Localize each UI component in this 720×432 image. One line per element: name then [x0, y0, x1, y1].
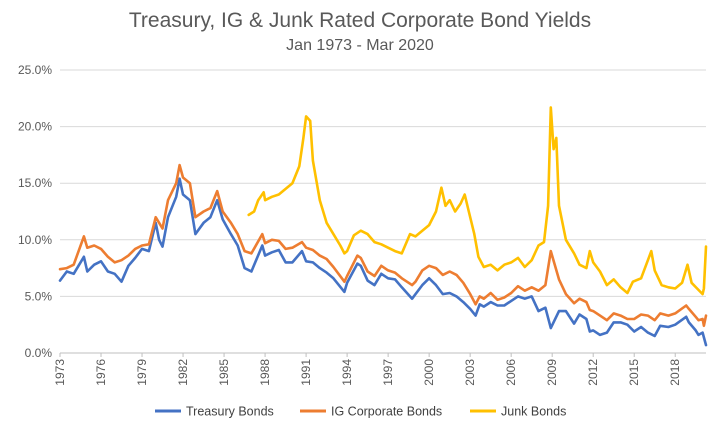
x-tick-label: 1985	[217, 359, 231, 386]
x-tick-label: 1997	[381, 359, 395, 386]
x-tick-label: 1994	[340, 359, 354, 386]
x-tick-label: 2015	[627, 359, 641, 386]
chart-subtitle: Jan 1973 - Mar 2020	[286, 37, 434, 54]
y-tick-label: 0.0%	[25, 346, 53, 360]
y-tick-label: 20.0%	[18, 120, 52, 134]
x-tick-label: 2012	[586, 359, 600, 386]
legend: Treasury Bonds IG Corporate Bonds Junk Bon…	[155, 405, 566, 419]
y-tick-label: 15.0%	[18, 176, 52, 190]
legend-label-treasury-bonds: Treasury Bonds	[186, 405, 274, 419]
series-line-treasury-bonds	[58, 177, 708, 347]
series-line-junk-bonds	[247, 106, 708, 296]
x-tick-label: 1979	[135, 359, 149, 386]
y-axis-labels: 0.0% 5.0% 10.0% 15.0% 20.0% 25.0%	[18, 63, 52, 360]
x-tick-label: 2000	[422, 359, 436, 386]
legend-label-ig-corporate-bonds: IG Corporate Bonds	[331, 405, 442, 419]
y-tick-label: 10.0%	[18, 233, 52, 247]
series-lines	[58, 106, 708, 347]
series-line-ig-corporate-bonds	[58, 163, 708, 328]
x-tick-label: 1982	[176, 359, 190, 386]
x-tick-label: 1991	[299, 359, 313, 386]
x-tick-label: 2003	[463, 359, 477, 386]
x-tick-label: 1973	[53, 359, 67, 386]
x-axis-labels: 1973 1976 1979 1982 1985 1988 1991 1994 1997 2000…	[53, 353, 682, 386]
x-tick-label: 1976	[94, 359, 108, 386]
x-tick-label: 1988	[258, 359, 272, 386]
y-tick-label: 25.0%	[18, 63, 52, 77]
chart-title: Treasury, IG & Junk Rated Corporate Bond…	[129, 9, 591, 32]
gridlines	[60, 69, 706, 354]
x-tick-label: 2006	[504, 359, 518, 386]
y-tick-label: 5.0%	[25, 289, 53, 303]
x-tick-label: 2009	[545, 359, 559, 386]
x-tick-label: 2018	[668, 359, 682, 386]
legend-label-junk-bonds: Junk Bonds	[501, 405, 566, 419]
